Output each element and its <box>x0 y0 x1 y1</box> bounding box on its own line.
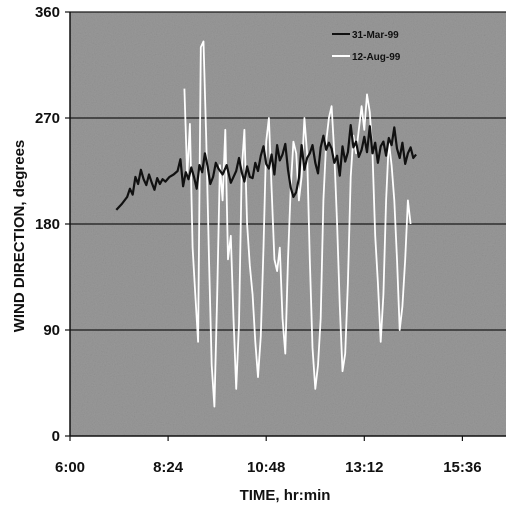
x-tick-label: 8:24 <box>153 459 184 476</box>
legend-label-31-mar-99: 31-Mar-99 <box>352 30 399 41</box>
x-axis-title: TIME, hr:min <box>240 487 331 504</box>
legend: 31-Mar-99 12-Aug-99 <box>332 30 401 63</box>
y-tick-label: 0 <box>52 428 60 445</box>
y-tick-label: 180 <box>35 216 60 233</box>
x-tick-label: 13:12 <box>345 459 383 476</box>
x-tick-label: 6:00 <box>55 459 85 476</box>
x-tick-label: 10:48 <box>247 459 285 476</box>
y-tick-label: 270 <box>35 110 60 127</box>
series-line-31-mar-99 <box>115 123 417 211</box>
y-axis-title: WIND DIRECTION, degrees <box>11 140 28 333</box>
gridlines <box>70 11 506 331</box>
legend-label-12-aug-99: 12-Aug-99 <box>352 52 401 63</box>
x-axis-ticks: 6:00 8:24 10:48 13:12 15:36 <box>55 436 482 476</box>
y-axis-ticks: 0 90 180 270 360 <box>35 4 70 445</box>
x-tick-label: 15:36 <box>443 459 481 476</box>
series-line-12-aug-99 <box>183 40 412 408</box>
series-layer <box>115 40 417 408</box>
y-tick-label: 360 <box>35 4 60 21</box>
y-tick-label: 90 <box>43 322 60 339</box>
